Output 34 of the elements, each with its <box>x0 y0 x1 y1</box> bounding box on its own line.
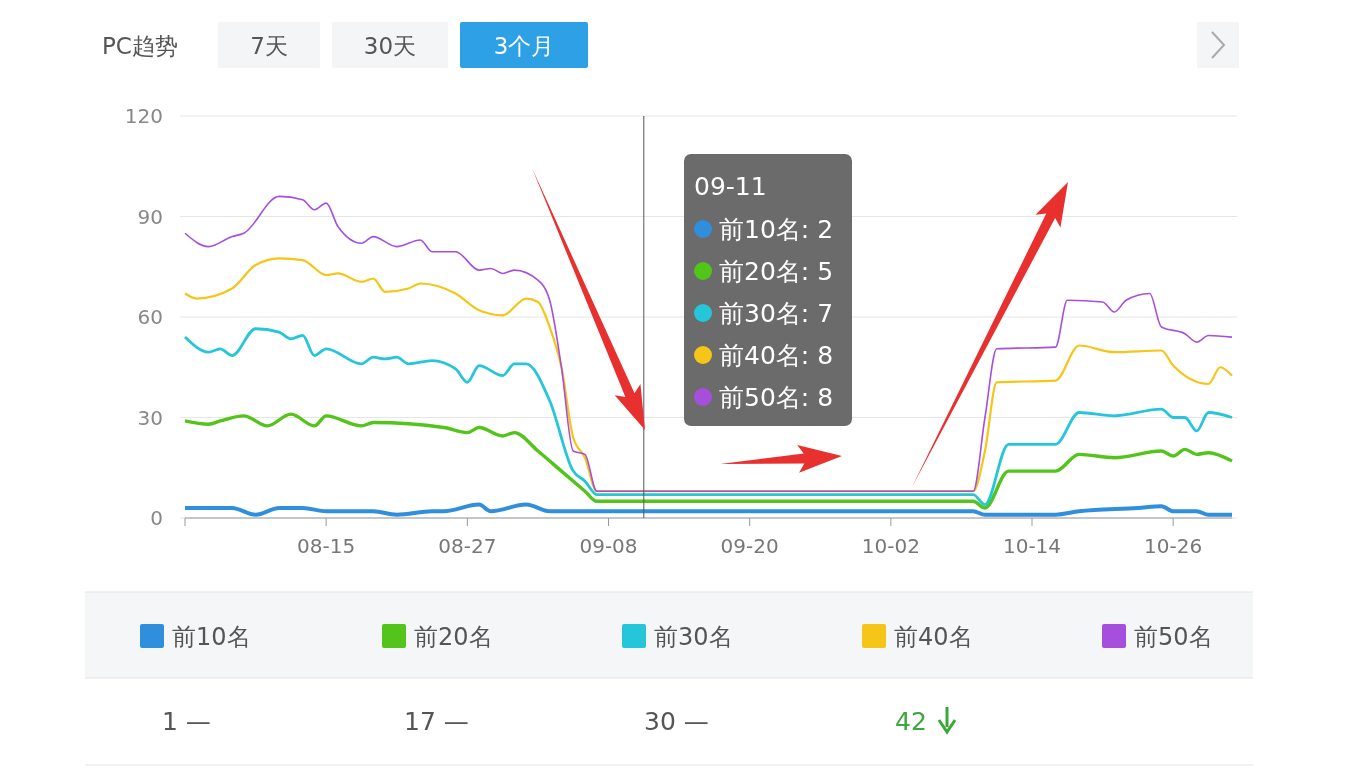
line-series <box>183 412 1234 510</box>
legend-label: 前20名 <box>414 623 493 651</box>
annotation: 前30名: 7 <box>719 299 834 328</box>
x-tick-label: 09-20 <box>720 534 779 558</box>
y-tick-label: 120 <box>124 104 163 128</box>
text: 42 <box>895 707 927 736</box>
x-tick-label: 10-02 <box>861 534 920 558</box>
x-tick-label: 08-27 <box>438 534 497 558</box>
tab-button: 7天 <box>218 22 320 68</box>
legend-label: 前40名 <box>894 623 973 651</box>
legend-label: 前50名 <box>1134 623 1213 651</box>
x-tick-label: 10-26 <box>1144 534 1203 558</box>
x-tick-label: 10-14 <box>1002 534 1062 558</box>
legend-label: 前30名 <box>654 623 733 651</box>
annotation: 前20名: 5 <box>719 257 834 286</box>
annotation: 09-11 <box>694 172 767 201</box>
tab-button: 3个月 <box>460 22 588 68</box>
y-tick-label: 30 <box>137 405 163 430</box>
y-tick-label: 60 <box>137 305 163 329</box>
text: PC趋势 <box>102 33 178 59</box>
text: 1 — <box>162 707 211 736</box>
line-series <box>183 327 1234 506</box>
y-tick-label: 0 <box>150 506 163 530</box>
tab-button: 30天 <box>332 22 448 68</box>
annotation: 前10名: 2 <box>719 215 834 244</box>
annotation: 前40名: 8 <box>719 341 834 370</box>
annotation: 前50名: 8 <box>719 383 834 412</box>
line-series <box>184 195 1233 492</box>
x-tick-label: 09-08 <box>579 534 638 558</box>
text: 30 — <box>644 707 709 736</box>
legend-label: 前10名 <box>172 623 251 651</box>
x-tick-label: 08-15 <box>297 534 356 558</box>
text: 17 — <box>404 707 469 736</box>
y-tick-label: 90 <box>137 204 163 229</box>
